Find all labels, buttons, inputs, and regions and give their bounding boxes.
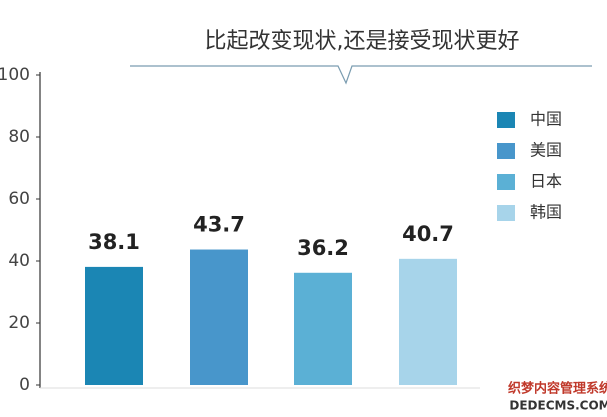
legend-label: 美国 — [530, 141, 562, 160]
legend-label: 中国 — [530, 110, 562, 129]
title-bubble — [130, 65, 592, 85]
y-tick-label: 100 — [0, 65, 30, 85]
y-tick-label: 80 — [8, 127, 30, 147]
legend-swatch — [497, 143, 515, 159]
legend-swatch — [497, 174, 515, 190]
legend-label: 日本 — [530, 172, 562, 191]
watermark-line2: DEDECMS.COM — [509, 399, 607, 413]
y-tick-label: 40 — [8, 251, 30, 271]
value-label: 38.1 — [88, 230, 140, 254]
value-label: 40.7 — [402, 222, 454, 246]
chart-title: 比起改变现状,还是接受现状更好 — [205, 29, 520, 54]
y-tick-label: 0 — [19, 375, 30, 395]
value-label: 36.2 — [297, 236, 349, 260]
bar — [294, 272, 352, 385]
bar — [399, 258, 457, 385]
y-tick-label: 60 — [8, 189, 30, 209]
bar — [190, 249, 248, 385]
bar — [85, 266, 143, 385]
legend-swatch — [497, 205, 515, 221]
legend-swatch — [497, 112, 515, 128]
value-label: 43.7 — [193, 213, 245, 237]
legend-label: 韩国 — [530, 203, 562, 222]
watermark-line1: 织梦内容管理系统 — [508, 381, 607, 397]
y-tick-label: 20 — [8, 313, 30, 333]
